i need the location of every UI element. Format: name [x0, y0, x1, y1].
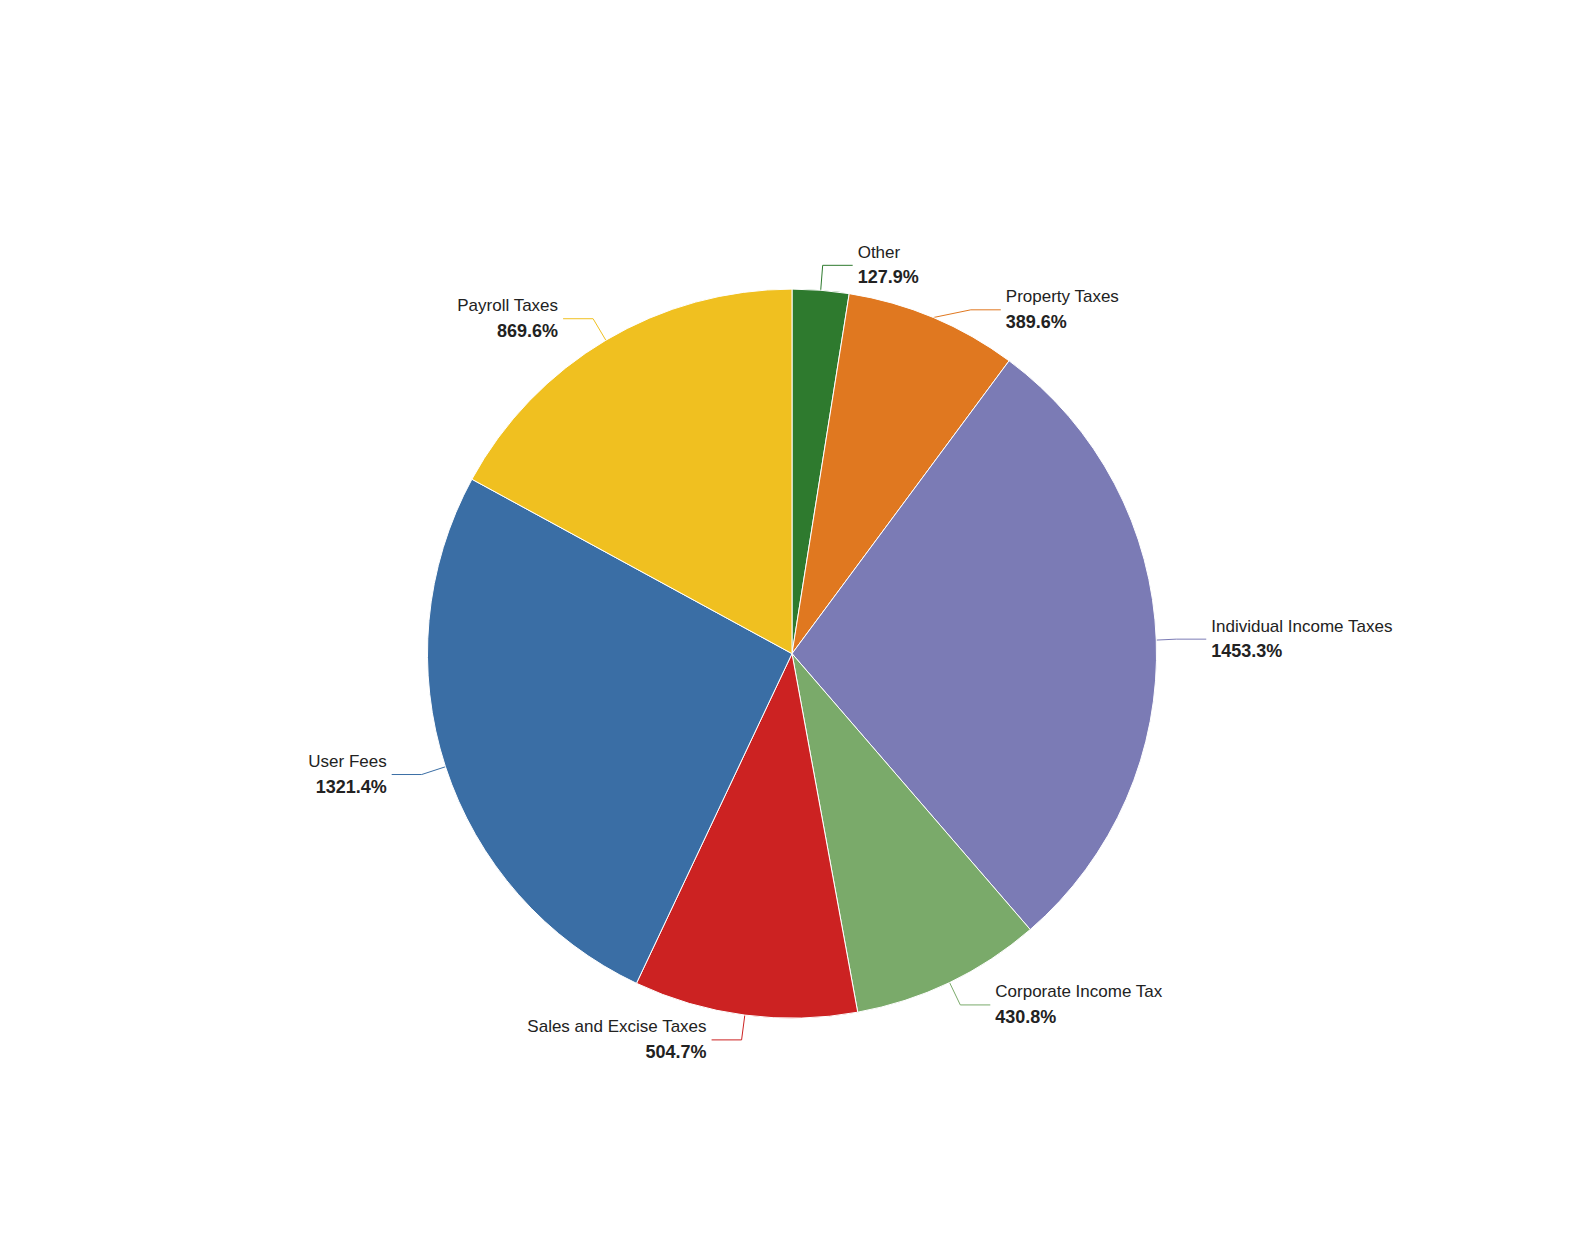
svg-text:1453.3%: 1453.3%	[1211, 641, 1282, 661]
svg-text:Other: Other	[858, 243, 901, 262]
svg-text:Property Taxes: Property Taxes	[1006, 287, 1119, 306]
svg-text:Payroll Taxes: Payroll Taxes	[457, 296, 558, 315]
svg-text:127.9%: 127.9%	[858, 267, 919, 287]
svg-text:430.8%: 430.8%	[995, 1007, 1056, 1027]
svg-text:504.7%: 504.7%	[646, 1042, 707, 1062]
svg-text:User Fees: User Fees	[308, 752, 386, 771]
svg-text:Corporate Income Tax: Corporate Income Tax	[995, 982, 1162, 1001]
svg-text:869.6%: 869.6%	[497, 321, 558, 341]
svg-text:1321.4%: 1321.4%	[316, 777, 387, 797]
svg-text:Sales and Excise Taxes: Sales and Excise Taxes	[527, 1017, 706, 1036]
svg-text:389.6%: 389.6%	[1006, 312, 1067, 332]
svg-text:Individual Income Taxes: Individual Income Taxes	[1211, 617, 1392, 636]
